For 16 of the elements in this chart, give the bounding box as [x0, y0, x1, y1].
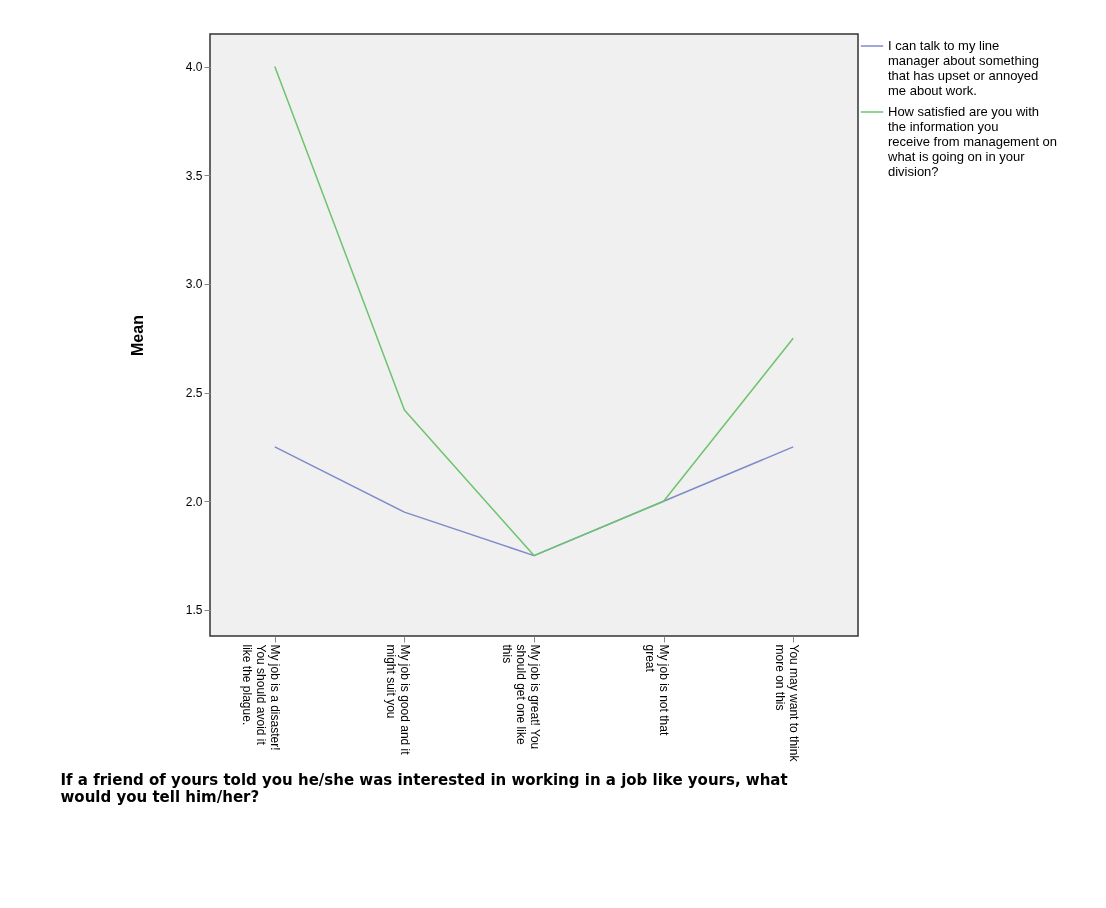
y-tick-label: 4.0: [185, 60, 203, 75]
x-axis-title: If a friend of yours told you he/she was interested in working in a job like yours, what would you tell him/her?: [60, 771, 788, 807]
x-tick-label: My job is a disaster! You should avoid it like the plague.: [240, 644, 283, 751]
x-tick-label: My job is great! You should get one like this: [499, 644, 542, 750]
legend-label: How satisfied are you with the information you receive from management on what is going on in your division?: [887, 104, 1058, 179]
x-tick-label: My job is not that great: [643, 644, 672, 736]
line-series: [274, 65, 794, 557]
y-tick-label: 2.0: [185, 494, 203, 509]
y-axis-title: Mean: [128, 315, 146, 356]
x-tick-label: My job is good and it might suit you: [383, 644, 412, 756]
y-tick-label: 3.0: [185, 277, 203, 292]
y-tick-label: 3.5: [185, 168, 203, 183]
x-tick-label: You may want to think more on this: [772, 644, 801, 763]
y-tick-label: 2.5: [185, 386, 203, 401]
y-tick-label: 1.5: [185, 603, 203, 618]
legend-label: I can talk to my line manager about something that has upset or annoyed me about work.: [888, 38, 1040, 98]
